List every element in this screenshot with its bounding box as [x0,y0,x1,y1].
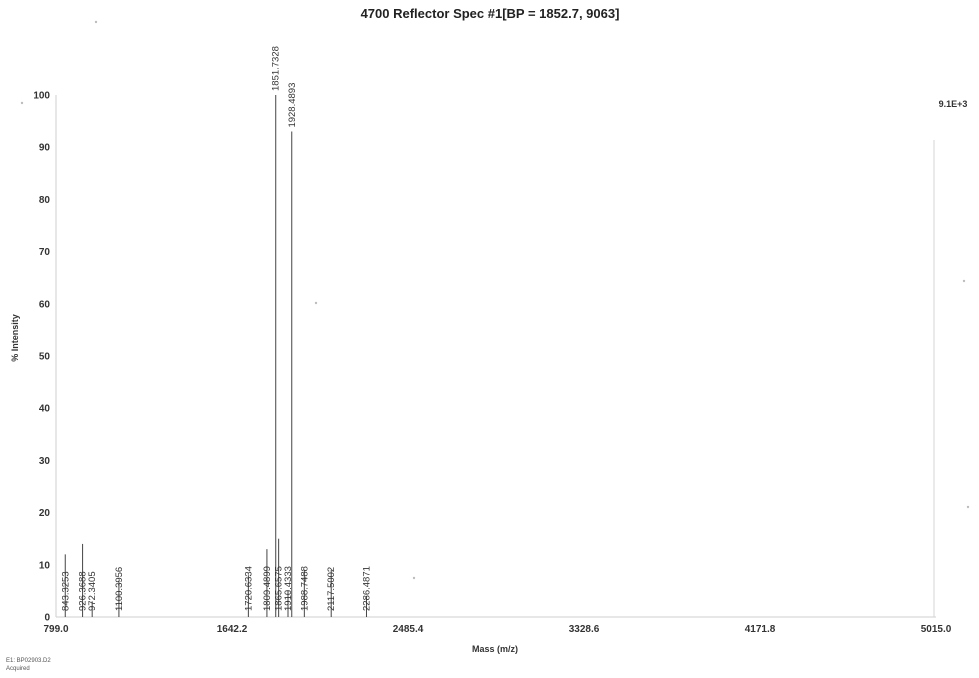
scan-speck [412,576,416,580]
peak-label: 1865.6575 [274,566,285,611]
y-tick-label: 30 [39,456,51,467]
peak-label: 926.3688 [78,571,89,611]
y-tick-labels: 0 10 20 30 40 50 60 70 80 90 100 [33,91,50,624]
peak-label: 1928.4893 [287,83,298,128]
y-tick-label: 100 [33,91,50,102]
intensity-scale-label: 9.1E+3 [939,99,968,109]
scan-speck [94,20,98,24]
y-tick-label: 60 [39,299,51,310]
scan-speck [966,505,970,509]
x-tick-label: 5015.0 [921,624,952,635]
y-tick-label: 10 [39,560,51,571]
x-tick-label: 2485.4 [393,624,424,635]
peak-label: 1720.6334 [243,566,254,611]
peak-label: 1100.3956 [114,567,125,611]
y-tick-label: 90 [39,143,51,154]
footer-line-2: Acquired [6,666,30,672]
y-tick-label: 20 [39,508,51,519]
y-tick-label: 80 [39,195,51,206]
x-tick-label: 4171.8 [745,624,776,635]
scan-speck [20,101,24,105]
peak-label: 1851.7328 [271,46,282,91]
peak-label: 972.3405 [87,571,98,611]
x-tick-labels: 799.0 1642.2 2485.4 3328.6 4171.8 5015.0 [43,624,951,635]
chart-title: 4700 Reflector Spec #1[BP = 1852.7, 9063… [361,6,620,21]
x-tick-label: 3328.6 [569,624,600,635]
x-tick-label: 1642.2 [217,624,248,635]
peak-label: 2117.5002 [326,567,337,611]
y-tick-label: 50 [39,352,51,363]
y-axis-title: % Intensity [10,314,20,362]
peak-label: 1988.7488 [299,566,310,611]
y-tick-label: 0 [44,613,50,624]
peak-label: 843.3253 [60,571,71,611]
scan-speck [314,301,318,305]
scan-speck [962,279,966,283]
peaks [64,95,367,617]
peak-label: 2286.4871 [361,566,372,611]
x-axis-title: Mass (m/z) [472,644,518,654]
peak-label: 1910.4333 [283,566,294,611]
peak-label: 1809.4899 [262,566,273,611]
y-tick-label: 40 [39,404,51,415]
x-tick-label: 799.0 [43,624,68,635]
y-tick-label: 70 [39,247,51,258]
footer-line-1: E1: BP02903.D2 [6,658,51,664]
